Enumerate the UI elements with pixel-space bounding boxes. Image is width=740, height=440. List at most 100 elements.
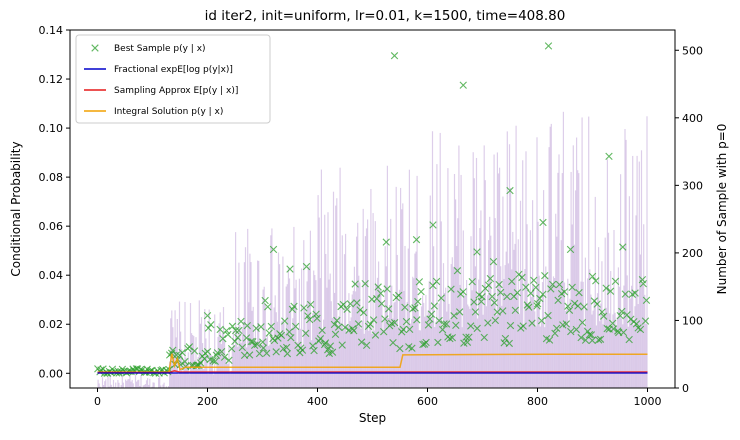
- zero-count-bar: [144, 384, 146, 388]
- best-sample-marker: [281, 317, 289, 325]
- zero-count-bar: [386, 165, 388, 388]
- best-sample-marker: [231, 326, 240, 335]
- zero-count-bar: [280, 335, 282, 388]
- y-tick-label: 0.12: [39, 73, 64, 86]
- zero-count-bar: [262, 289, 264, 388]
- best-sample-marker: [596, 335, 605, 343]
- zero-count-bar: [636, 155, 638, 388]
- zero-count-bar: [369, 324, 371, 388]
- zero-count-bar: [511, 269, 513, 388]
- zero-count-bar: [528, 302, 530, 388]
- zero-count-bar: [131, 379, 133, 388]
- zero-count-bar: [450, 264, 452, 388]
- zero-count-bar: [158, 377, 160, 388]
- zero-count-bar: [606, 159, 608, 388]
- zero-count-bar: [513, 249, 515, 388]
- zero-count-bar: [137, 380, 139, 388]
- zero-count-bar: [259, 339, 261, 388]
- best-sample-marker: [234, 333, 242, 342]
- zero-count-bar: [593, 298, 595, 388]
- zero-count-bar: [326, 287, 328, 388]
- best-sample-marker: [588, 272, 597, 281]
- best-sample-marker: [511, 306, 520, 315]
- zero-count-bar: [561, 173, 563, 388]
- best-sample-marker: [532, 283, 540, 292]
- zero-count-bar: [483, 145, 485, 388]
- zero-count-bar: [217, 336, 219, 388]
- zero-count-bar: [287, 267, 289, 388]
- zero-count-bar: [463, 295, 465, 388]
- best-sample-marker: [302, 329, 310, 337]
- zero-count-bar: [472, 152, 474, 388]
- best-sample-marker: [513, 289, 522, 297]
- zero-count-bar: [622, 324, 624, 388]
- zero-count-bar: [638, 161, 640, 388]
- zero-count-bar: [466, 280, 468, 388]
- best-sample-marker: [384, 305, 393, 313]
- zero-count-bar: [298, 278, 300, 388]
- best-sample-marker: [318, 326, 326, 334]
- zero-count-bar: [368, 330, 370, 388]
- zero-count-bar: [453, 173, 456, 388]
- best-sample-marker: [259, 338, 267, 346]
- best-sample-marker: [496, 288, 505, 297]
- zero-count-bar: [125, 379, 127, 388]
- best-sample-marker: [432, 277, 441, 286]
- best-sample-marker: [227, 344, 236, 353]
- best-sample-marker: [539, 290, 547, 298]
- x-tick-label: 1000: [634, 395, 662, 408]
- best-sample-marker: [600, 312, 608, 320]
- zero-count-bar: [232, 330, 234, 388]
- zero-count-bar: [332, 191, 335, 388]
- zero-count-bar: [603, 312, 605, 388]
- best-sample-marker: [544, 311, 552, 320]
- zero-count-bar: [565, 310, 567, 388]
- zero-count-bar: [319, 278, 321, 388]
- zero-count-bar: [398, 289, 401, 388]
- best-sample-marker: [527, 289, 535, 297]
- best-sample-marker: [237, 317, 245, 326]
- zero-count-bar: [449, 319, 451, 388]
- best-sample-marker: [491, 316, 500, 325]
- zero-count-bar: [547, 277, 549, 388]
- best-sample-marker: [331, 330, 340, 339]
- zero-count-bar: [391, 285, 393, 388]
- zero-count-bar: [180, 331, 182, 388]
- zero-count-bar: [99, 386, 101, 388]
- best-sample-marker: [616, 312, 624, 320]
- zero-count-bar: [192, 335, 194, 388]
- legend-label: Fractional expE[log p(y|x)]: [114, 65, 233, 75]
- best-sample-marker: [242, 334, 251, 342]
- best-sample-marker: [545, 336, 554, 344]
- best-sample-marker: [448, 333, 457, 342]
- zero-count-bar: [364, 236, 366, 388]
- zero-count-bar: [242, 321, 244, 388]
- zero-count-bar: [440, 221, 442, 388]
- zero-count-bar: [147, 378, 149, 388]
- best-sample-marker: [430, 302, 439, 310]
- zero-count-bar: [407, 248, 409, 388]
- best-sample-marker: [605, 152, 613, 160]
- zero-count-bar: [402, 203, 404, 388]
- zero-count-bar: [352, 290, 354, 388]
- legend-label: Best Sample p(y | x): [114, 44, 206, 54]
- best-sample-marker: [564, 302, 572, 310]
- zero-count-bar: [160, 385, 162, 388]
- zero-count-bar: [284, 333, 286, 388]
- best-sample-marker: [277, 331, 286, 340]
- zero-count-bar: [294, 288, 296, 388]
- zero-count-bar: [365, 228, 368, 388]
- zero-count-bar: [408, 169, 410, 388]
- zero-count-bar: [341, 235, 343, 388]
- best-sample-marker: [291, 322, 300, 331]
- zero-count-bar: [397, 326, 399, 388]
- zero-count-bar: [218, 323, 220, 388]
- best-sample-marker: [572, 325, 581, 334]
- best-sample-marker: [381, 315, 389, 323]
- zero-count-bar: [562, 111, 564, 388]
- zero-count-bar: [497, 173, 500, 388]
- zero-count-bar: [224, 339, 226, 388]
- best-sample-marker: [383, 285, 391, 293]
- zero-count-bar: [378, 261, 380, 388]
- zero-count-bar: [484, 180, 486, 388]
